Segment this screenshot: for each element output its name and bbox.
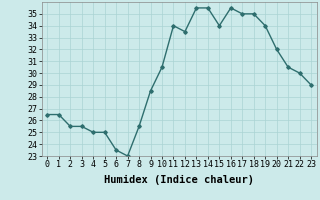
X-axis label: Humidex (Indice chaleur): Humidex (Indice chaleur) <box>104 175 254 185</box>
